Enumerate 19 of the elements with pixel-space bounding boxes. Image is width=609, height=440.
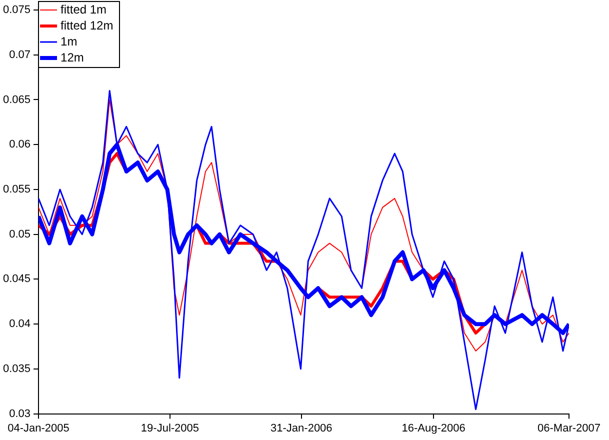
y-tick-label: 0.05	[9, 228, 31, 240]
legend-label: 1m	[60, 34, 78, 48]
y-tick-label: 0.075	[2, 4, 31, 16]
y-tick-label: 0.055	[2, 184, 31, 196]
y-tick-label: 0.035	[2, 362, 31, 375]
legend-label: fitted 1m	[60, 2, 107, 16]
y-tick-label: 0.03	[9, 408, 31, 420]
x-tick-label: 19-Jul-2005	[140, 422, 200, 434]
y-tick-label: 0.06	[9, 138, 31, 151]
x-tick-label: 31-Jan-2006	[270, 422, 332, 434]
y-tick-label: 0.07	[9, 48, 31, 61]
x-tick-label: 16-Aug-2006	[402, 422, 466, 434]
legend-label: fitted 12m	[60, 18, 114, 32]
y-tick-label: 0.04	[9, 318, 31, 330]
legend-label: 12m	[60, 50, 84, 64]
x-tick-label: 04-Jan-2005	[8, 422, 70, 434]
y-tick-label: 0.065	[2, 94, 31, 106]
y-tick-label: 0.045	[2, 273, 31, 286]
x-tick-label: 06-Mar-2007	[538, 422, 600, 434]
